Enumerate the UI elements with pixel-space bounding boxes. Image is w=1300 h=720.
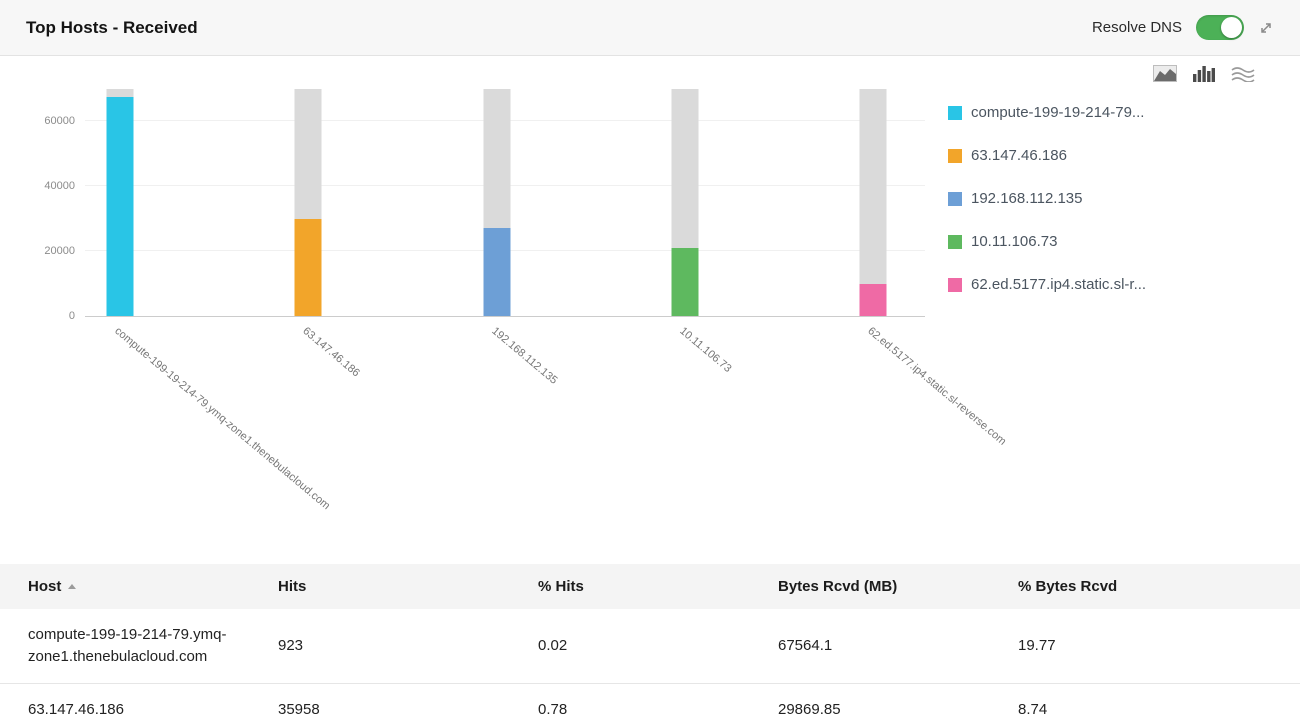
value-cell: 0.02 [538, 636, 568, 654]
bar-track [859, 89, 887, 316]
legend-swatch [948, 148, 962, 163]
legend-item[interactable]: 62.ed.5177.ip4.static.sl-r... [948, 276, 1146, 293]
bar-track [294, 89, 322, 316]
legend: compute-199-19-214-79... 63.147.46.186 192… [948, 104, 1146, 319]
column-header--hits[interactable]: % Hits [538, 578, 584, 595]
value-cell: 923 [278, 636, 304, 654]
plot-area: 0 20000 40000 60000 compute-199-19-214-79.ym… [44, 89, 1008, 512]
bar-track [483, 89, 511, 316]
table-header: Host Hits % Hits Bytes Rcvd (MB) % Bytes Rcv… [0, 564, 1300, 609]
legend-label: 10.11.106.73 [971, 233, 1058, 250]
y-axis-tick-label: 20000 [44, 245, 75, 258]
table-row: 63.147.46.186 35958 0.78 29869.85 8.74 [0, 684, 1300, 720]
header-actions: Resolve DNS [1092, 15, 1274, 40]
legend-item[interactable]: 10.11.106.73 [948, 233, 1146, 250]
bar-segment[interactable] [859, 283, 887, 316]
sort-ascending-icon [68, 584, 77, 589]
y-axis-tick-label: 0 [68, 310, 75, 322]
bar-segment[interactable] [483, 228, 511, 316]
value-cell: 8.74 [1018, 700, 1048, 718]
chart-type-switcher [1153, 65, 1255, 82]
bar-segment[interactable] [294, 219, 322, 316]
value-cell: 19.77 [1018, 636, 1056, 654]
table-row: compute-199-19-214-79.ymq-zone1.thenebul… [0, 609, 1300, 684]
stream-chart-icon[interactable] [1231, 65, 1255, 82]
column-header-host[interactable]: Host [28, 578, 278, 595]
chart-area: 0 20000 40000 60000 compute-199-19-214-79.ym… [0, 56, 1300, 564]
column-header-hits[interactable]: Hits [278, 578, 307, 595]
host-cell: 63.147.46.186 [28, 700, 124, 718]
x-axis-label: 62.ed.5177.ip4.static.sl-reverse.com [865, 325, 1009, 448]
legend-label: 62.ed.5177.ip4.static.sl-r... [971, 276, 1147, 293]
bar-track [106, 89, 134, 316]
legend-label: 192.168.112.135 [971, 190, 1083, 207]
y-axis-tick-label: 60000 [44, 115, 75, 128]
legend-label: compute-199-19-214-79... [971, 104, 1145, 121]
bar-segment[interactable] [671, 247, 699, 316]
host-cell: compute-199-19-214-79.ymq-zone1.thenebul… [28, 626, 227, 665]
value-cell: 0.78 [538, 700, 568, 718]
legend-item[interactable]: 192.168.112.135 [948, 190, 1146, 207]
value-cell: 35958 [278, 700, 320, 718]
value-cell: 29869.85 [778, 700, 841, 718]
resolve-dns-toggle[interactable] [1196, 15, 1244, 40]
legend-item[interactable]: 63.147.46.186 [948, 147, 1146, 164]
table-body: compute-199-19-214-79.ymq-zone1.thenebul… [0, 609, 1300, 720]
x-axis-label: compute-199-19-214-79.ymq-zone1.thenebul… [112, 325, 333, 513]
x-axis-label: 192.168.112.135 [488, 325, 560, 387]
column-header-bytes-rcvd-mb-[interactable]: Bytes Rcvd (MB) [778, 578, 898, 595]
page-title: Top Hosts - Received [26, 17, 198, 37]
legend-item[interactable]: compute-199-19-214-79... [948, 104, 1146, 121]
y-axis-tick-label: 40000 [44, 180, 75, 193]
value-cell: 67564.1 [778, 636, 833, 654]
bar-chart-icon[interactable] [1193, 65, 1215, 82]
resolve-dns-label: Resolve DNS [1091, 19, 1182, 36]
bar-track [671, 89, 699, 316]
area-chart-icon[interactable] [1153, 65, 1177, 82]
x-axis-label: 10.11.106.73 [677, 325, 734, 375]
widget-header: Top Hosts - Received Resolve DNS [0, 0, 1300, 56]
expand-icon[interactable] [1258, 20, 1274, 36]
x-axis-label: 63.147.46.186 [300, 325, 363, 380]
legend-swatch [948, 234, 962, 249]
legend-swatch [948, 191, 962, 206]
bar-segment[interactable] [106, 96, 134, 316]
legend-label: 63.147.46.186 [971, 147, 1067, 164]
legend-swatch [948, 277, 962, 292]
legend-swatch [948, 105, 962, 120]
column-header--bytes-rcvd[interactable]: % Bytes Rcvd [1018, 578, 1118, 595]
toggle-knob [1221, 17, 1242, 38]
hosts-table: Host Hits % Hits Bytes Rcvd (MB) % Bytes Rcv… [0, 564, 1300, 720]
